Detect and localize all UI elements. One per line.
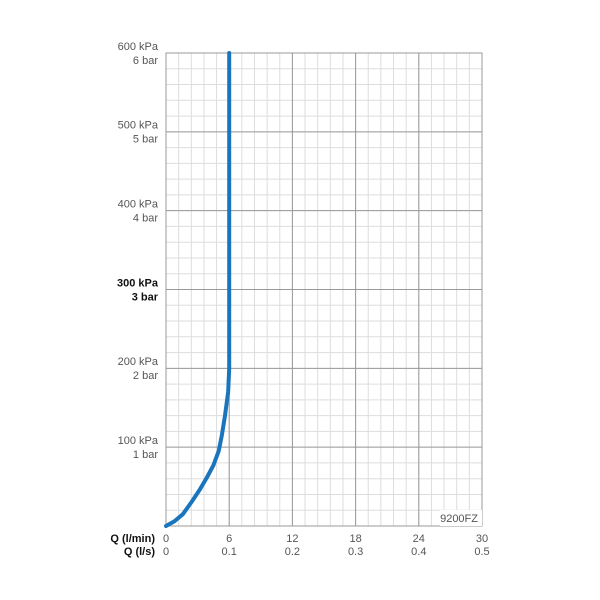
x-tick-label: 12 [286,533,298,545]
x-axis-label: Q (l/min) [110,533,155,545]
x2-tick-label: 0.2 [285,546,300,558]
y-tick-label: 200 kPa [118,356,159,368]
flow-curve [164,51,232,528]
y2-tick-label: 5 bar [133,134,158,146]
y2-tick-label: 1 bar [133,449,158,461]
x-tick-label: 30 [476,533,488,545]
x2-tick-label: 0 [163,546,169,558]
x-tick-label: 0 [163,533,169,545]
y-tick-label: 100 kPa [118,435,159,447]
x2-tick-label: 0.4 [411,546,426,558]
x2-axis-label: Q (l/s) [124,546,156,558]
x-tick-label: 18 [349,533,361,545]
y-tick-label: 500 kPa [118,120,159,132]
y-tick-label: 600 kPa [118,41,159,53]
x-tick-label: 24 [413,533,425,545]
x2-tick-label: 0.5 [474,546,489,558]
y2-tick-label: 6 bar [133,55,158,67]
annotation-bg [440,510,482,526]
x2-tick-label: 0.3 [348,546,363,558]
y-tick-label: 300 kPa [117,277,159,289]
y2-tick-label: 4 bar [133,213,158,225]
annotation: 9200FZ [440,513,478,525]
x2-tick-label: 0.1 [222,546,237,558]
y-tick-label: 400 kPa [118,199,159,211]
x-tick-label: 6 [226,533,232,545]
y2-tick-label: 3 bar [132,291,159,303]
y2-tick-label: 2 bar [133,370,158,382]
